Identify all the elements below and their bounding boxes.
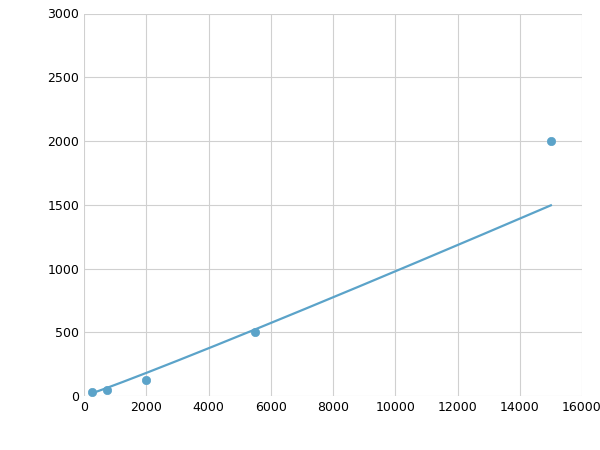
- Point: [546, 137, 556, 144]
- Point: [250, 328, 260, 336]
- Point: [103, 386, 112, 393]
- Point: [142, 377, 151, 384]
- Point: [87, 388, 97, 396]
